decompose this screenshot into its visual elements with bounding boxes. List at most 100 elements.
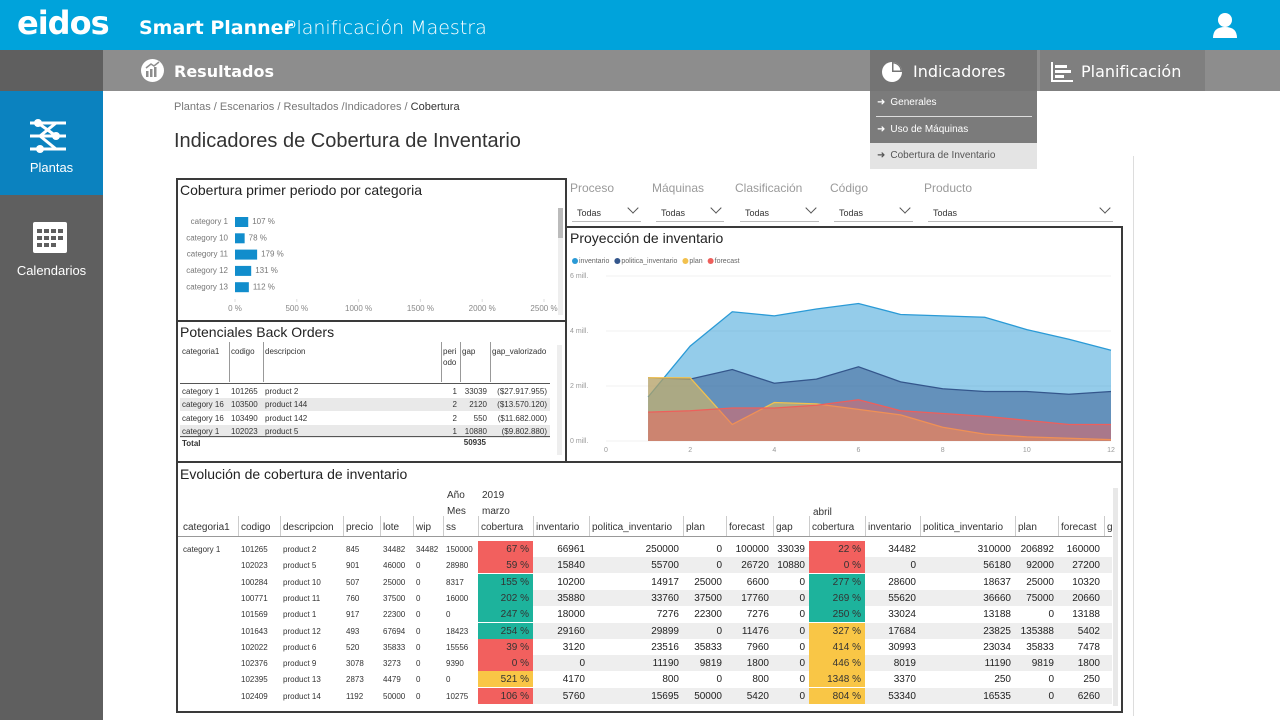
cell: 0 xyxy=(416,642,421,652)
cell: 3273 xyxy=(383,659,401,669)
panel-title: Potenciales Back Orders xyxy=(180,324,335,340)
filter-dropdown[interactable]: Todas xyxy=(572,202,641,222)
cell: 25000 xyxy=(383,577,406,587)
cell: 100000 xyxy=(735,544,769,555)
cell: 0 xyxy=(910,560,916,572)
coverage-cell xyxy=(478,557,533,574)
cell: 101265 xyxy=(241,545,268,554)
coverage-cell xyxy=(809,622,865,639)
filter-dropdown[interactable]: Todas xyxy=(740,202,819,222)
filter-label: Proceso xyxy=(570,181,615,195)
panel xyxy=(176,178,567,322)
cell: 102409 xyxy=(241,691,268,701)
sidebar-item[interactable]: Plantas xyxy=(29,160,74,175)
filter-dropdown[interactable]: Todas xyxy=(834,202,913,222)
filter-value: Todas xyxy=(745,208,770,218)
cell: 7276 xyxy=(656,609,679,621)
column-header: gap xyxy=(462,347,476,356)
header-rule xyxy=(180,383,550,384)
column-header: politica_inventario xyxy=(592,522,673,533)
filter-label: Producto xyxy=(924,181,973,195)
cell: 14917 xyxy=(651,576,679,588)
filter-dropdown[interactable]: Todas xyxy=(656,202,724,222)
total-label: Total xyxy=(182,439,201,448)
cell: 0 xyxy=(416,691,421,701)
coverage-cell xyxy=(478,671,533,688)
column-divider xyxy=(380,516,381,536)
cell: 34482 xyxy=(383,545,406,554)
column-header: periodo xyxy=(443,347,457,367)
menu-item[interactable]: ➜ Generales xyxy=(877,97,937,108)
cell: 22300 xyxy=(383,610,406,620)
column-divider xyxy=(1058,516,1059,536)
row-band xyxy=(478,622,1112,639)
cell: 102376 xyxy=(241,659,268,669)
coverage-cell xyxy=(809,573,865,590)
cell: 10200 xyxy=(557,576,585,588)
cell: 10275 xyxy=(446,691,469,701)
cell: 15556 xyxy=(446,642,469,652)
column-header: politica_inventario xyxy=(923,522,1004,533)
total-rule xyxy=(180,436,550,437)
header-label: Año xyxy=(447,490,465,501)
menu-label: Uso de Máquinas xyxy=(890,124,969,135)
cell: 0 xyxy=(1048,674,1054,686)
cell: 23516 xyxy=(651,641,679,653)
cell: 7960 xyxy=(746,641,769,653)
cell: 101265 xyxy=(231,387,258,396)
sidebar-item[interactable]: Calendarios xyxy=(16,263,87,278)
cell: category 1 xyxy=(182,387,220,396)
column-header: categoria1 xyxy=(182,347,220,356)
cell: 13188 xyxy=(1072,609,1100,621)
cell: 0 xyxy=(799,625,805,637)
page-title: Indicadores de Cobertura de Inventario xyxy=(174,130,521,152)
menu-item[interactable]: ➜ Uso de Máquinas xyxy=(877,124,969,135)
column-header: cobertura xyxy=(812,522,855,533)
breadcrumb-path[interactable]: Plantas / Escenarios / Resultados /Indic… xyxy=(174,101,408,113)
menu-label: Cobertura de Inventario xyxy=(890,150,996,161)
coverage-value: 327 % xyxy=(832,625,861,637)
cell: 550 xyxy=(473,413,487,423)
cell: 25000 xyxy=(1026,576,1054,588)
cell: 33024 xyxy=(888,609,916,621)
column-divider xyxy=(460,342,461,382)
cell: 250 xyxy=(994,674,1011,686)
cell: 46000 xyxy=(383,561,406,571)
coverage-cell xyxy=(809,671,865,688)
filter-dropdown[interactable]: Todas xyxy=(928,202,1113,222)
coverage-value: 277 % xyxy=(832,576,861,588)
cell: 28980 xyxy=(446,561,469,571)
menu-item[interactable]: ➜ Cobertura de Inventario xyxy=(877,150,996,161)
cell: 0 xyxy=(446,675,451,685)
coverage-cell xyxy=(809,541,865,557)
user-icon[interactable] xyxy=(1210,10,1240,40)
menu-label: Generales xyxy=(890,97,937,108)
row-band xyxy=(180,398,550,412)
row-band xyxy=(478,589,1112,606)
cell: 0 xyxy=(579,658,585,670)
cell: 27200 xyxy=(1072,560,1100,572)
filter-label: Clasificación xyxy=(735,181,803,195)
cell: 102023 xyxy=(231,426,258,436)
cell: product 10 xyxy=(283,577,321,587)
column-header: forecast xyxy=(729,522,765,533)
column-header: inventario xyxy=(868,522,912,533)
tab[interactable]: Indicadores xyxy=(870,50,1037,91)
logo[interactable]: eidos xyxy=(17,4,110,42)
cell: 23825 xyxy=(983,625,1011,637)
cell: 20660 xyxy=(1072,592,1100,604)
cell: ($27.917.955) xyxy=(497,387,547,396)
coverage-cell xyxy=(478,589,533,606)
cell: 55620 xyxy=(888,592,916,604)
cell: 35833 xyxy=(1026,641,1054,653)
cell: 26720 xyxy=(741,560,769,572)
cell: 4479 xyxy=(383,675,401,685)
column-divider xyxy=(343,516,344,536)
chevron xyxy=(1099,202,1111,214)
cell: 34482 xyxy=(888,544,916,555)
column-header: gap xyxy=(776,522,793,533)
cell: 35833 xyxy=(383,642,406,652)
cell: 800 xyxy=(662,674,679,686)
cell: 102022 xyxy=(241,642,268,652)
